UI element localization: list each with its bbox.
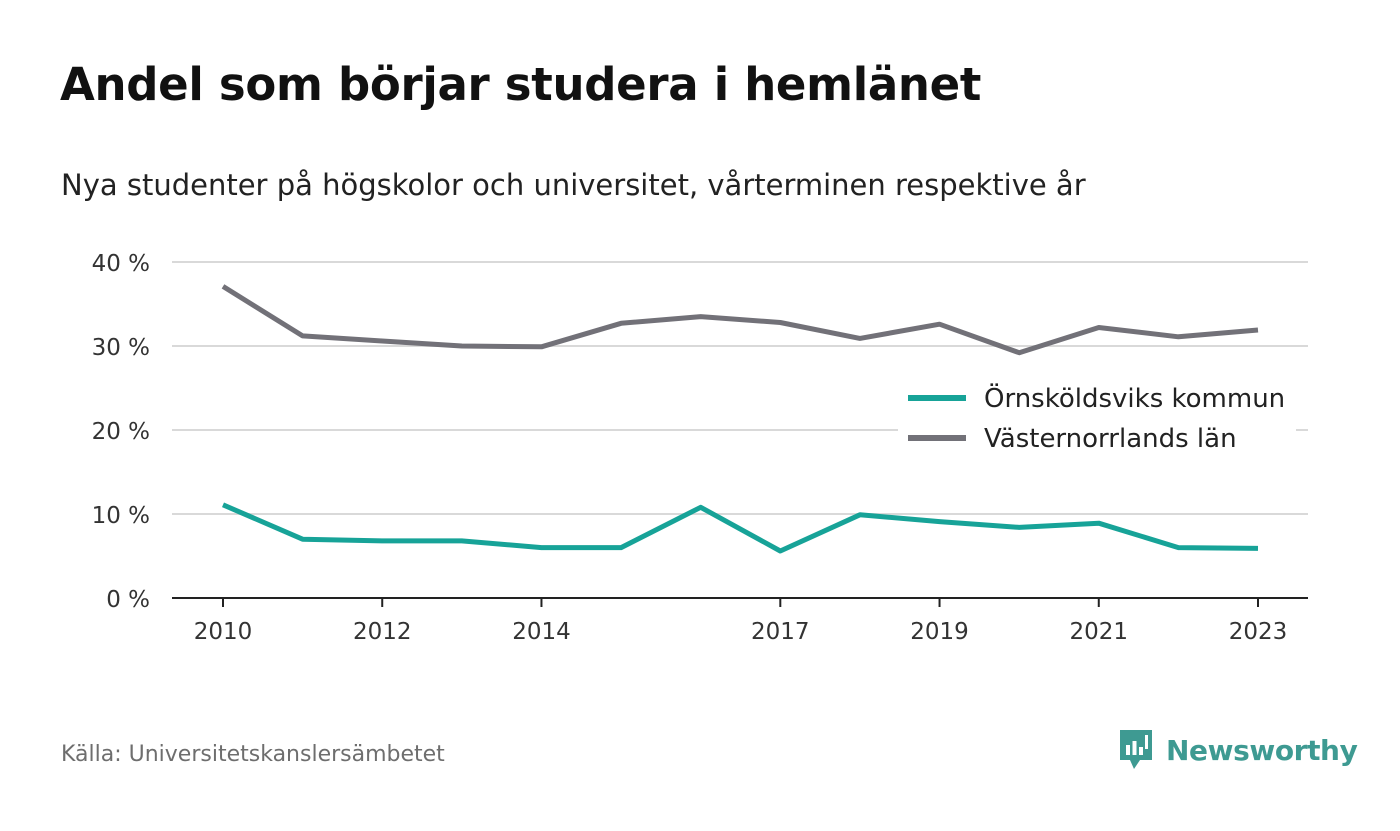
x-tick-label: 2023 [1229, 619, 1288, 645]
chart-title: Andel som börjar studera i hemlänet [60, 58, 982, 111]
source-note: Källa: Universitetskanslersämbetet [61, 742, 445, 767]
x-axis-ticks: 2010 2012 2014 2017 2019 2021 2023 [194, 598, 1288, 645]
legend-background [898, 378, 1296, 462]
chart-subtitle: Nya studenter på högskolor och universit… [61, 168, 1086, 202]
legend-label: Västernorrlands län [984, 424, 1237, 454]
y-tick-label: 20 % [92, 419, 150, 445]
newsworthy-logo[interactable]: Newsworthy [1118, 728, 1358, 772]
x-tick-label: 2019 [910, 619, 969, 645]
legend: Örnsköldsviks kommun Västernorrlands län [898, 378, 1296, 462]
y-tick-label: 0 % [106, 587, 150, 613]
series-line [221, 284, 1259, 356]
series-line [222, 502, 1259, 554]
x-tick-label: 2010 [194, 619, 253, 645]
x-tick-label: 2014 [512, 619, 571, 645]
brand-name: Newsworthy [1166, 733, 1358, 767]
legend-label: Örnsköldsviks kommun [984, 382, 1285, 414]
newsworthy-logo-icon [1120, 730, 1152, 769]
y-tick-label: 40 % [92, 251, 150, 277]
x-tick-label: 2021 [1069, 619, 1128, 645]
series-lines [221, 284, 1259, 554]
y-tick-label: 10 % [92, 503, 150, 529]
x-tick-label: 2012 [353, 619, 412, 645]
y-tick-label: 30 % [92, 335, 150, 361]
x-tick-label: 2017 [751, 619, 810, 645]
line-chart: 0 % 10 % 20 % 30 % 40 % 2010 2012 2014 2017 2019… [92, 251, 1308, 645]
y-axis-ticks: 0 % 10 % 20 % 30 % 40 % [92, 251, 150, 613]
